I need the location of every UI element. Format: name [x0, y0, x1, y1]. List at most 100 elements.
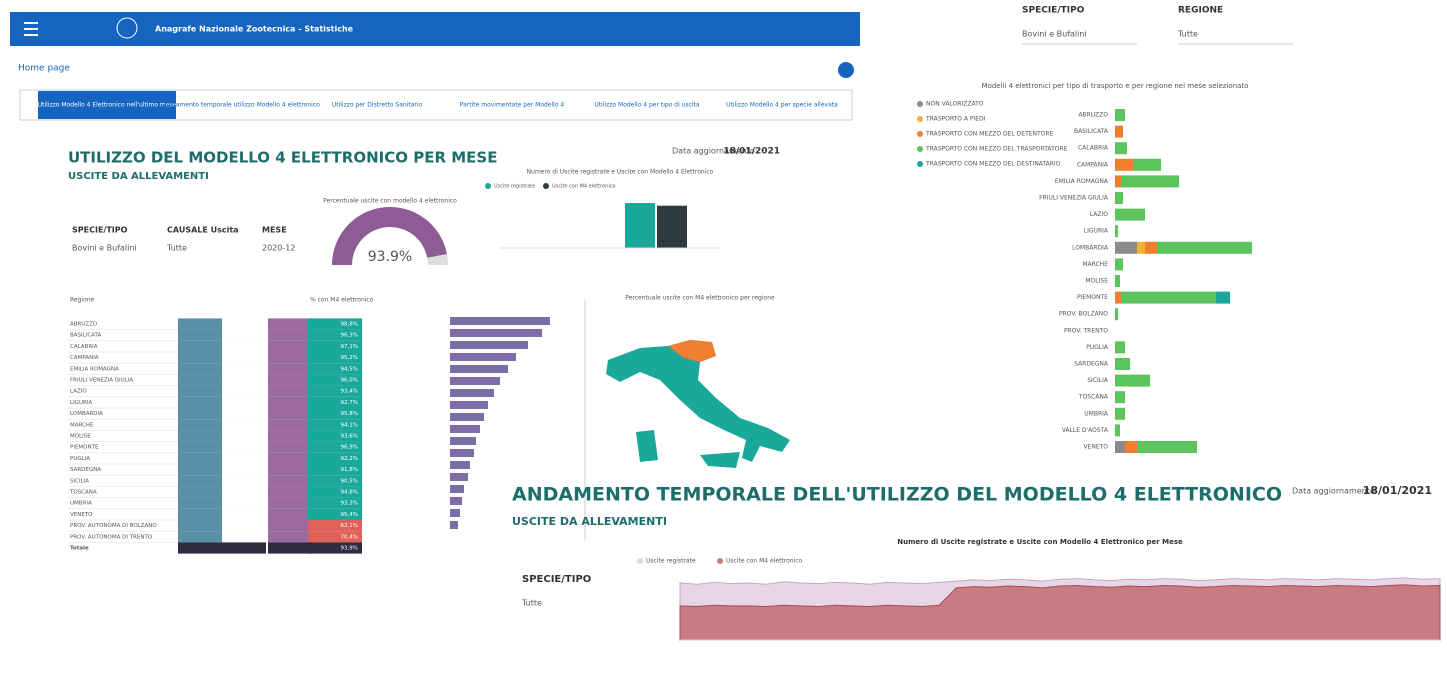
cell	[308, 497, 362, 509]
filter-value[interactable]: Tutte	[1177, 30, 1198, 39]
cell	[268, 340, 312, 352]
cell	[308, 430, 362, 442]
filter-label: REGIONE	[1178, 6, 1223, 16]
ranking-bar	[450, 389, 494, 397]
cell	[308, 464, 362, 476]
table-cell: PROV. AUTONOMA DI BOLZANO	[70, 523, 157, 529]
cell	[268, 486, 312, 498]
bar	[1145, 241, 1157, 254]
cell	[222, 508, 266, 520]
gauge-fill	[332, 206, 447, 265]
cell	[178, 520, 222, 532]
table-cell: PROV. AUTONOMA DI TRENTO	[70, 534, 153, 540]
section-subtitle: USCITE DA ALLEVAMENTI	[512, 515, 667, 528]
filter-value[interactable]: Tutte	[521, 599, 542, 608]
y-tick-label: PUGLIA	[1086, 344, 1109, 351]
cell	[268, 475, 312, 487]
filter-value[interactable]: Bovini e Bufalini	[72, 244, 137, 253]
cell	[222, 542, 266, 554]
bar	[1115, 225, 1118, 238]
table-cell: 93,3%	[341, 501, 358, 507]
ranking-bar	[450, 377, 500, 385]
table-cell: BASILICATA	[70, 333, 101, 339]
ranking-bar	[450, 461, 470, 469]
table-cell: Totale	[70, 546, 89, 552]
legend-label: NON VALORIZZATO	[926, 101, 984, 108]
help-icon[interactable]	[838, 62, 854, 78]
cell	[178, 441, 222, 453]
cell	[268, 508, 312, 520]
cell	[268, 531, 312, 543]
y-tick-label: PROV. TRENTO	[1064, 327, 1108, 334]
ranking-bar	[450, 485, 464, 493]
cell	[268, 385, 312, 397]
chart-title: Modelli 4 elettronici per tipo di traspo…	[982, 82, 1249, 90]
table-cell: LAZIO	[70, 389, 87, 395]
y-tick-label: SARDEGNA	[1074, 361, 1109, 368]
cell	[222, 430, 266, 442]
ranking-bar	[450, 437, 476, 445]
cell	[268, 408, 312, 420]
cell	[178, 385, 222, 397]
bar	[657, 205, 687, 248]
tab[interactable]: Partite movimentate per Modello 4	[460, 102, 565, 109]
home-link[interactable]: Home page	[18, 64, 70, 74]
italy-map	[606, 340, 790, 468]
bar	[1115, 125, 1123, 138]
updated-date: 18/01/2021	[1363, 484, 1432, 497]
table-cell: MARCHE	[70, 422, 94, 428]
legend-label: TRASPORTO CON MEZZO DEL DETENTORE	[925, 131, 1054, 138]
menu-icon[interactable]	[24, 22, 38, 36]
cell	[178, 374, 222, 386]
y-tick-label: LAZIO	[1090, 211, 1108, 218]
filter-value[interactable]: Bovini e Bufalini	[1022, 30, 1087, 39]
cell	[178, 340, 222, 352]
cell	[178, 508, 222, 520]
filter-label: MESE	[262, 226, 287, 235]
table-cell: 93,4%	[341, 389, 358, 395]
tab[interactable]: Utilizzo per Distretto Sanitario	[332, 102, 423, 109]
ranking-bar	[450, 329, 542, 337]
cell	[308, 396, 362, 408]
legend-dot	[637, 558, 643, 564]
table-header: Regione	[70, 297, 95, 304]
ranking-bar	[450, 365, 508, 373]
ranking-bar	[450, 497, 462, 505]
tab[interactable]: Utilizzo Modello 4 per specie allevata	[726, 102, 838, 109]
tab[interactable]: Andamento temporale utilizzo Modello 4 e…	[164, 102, 320, 109]
cell	[268, 329, 312, 341]
legend-label: TRASPORTO A PIEDI	[925, 116, 986, 123]
y-tick-label: UMBRIA	[1084, 410, 1109, 417]
y-tick-label: PROV. BOLZANO	[1059, 311, 1108, 318]
table-cell: 91,8%	[341, 467, 358, 473]
cell	[268, 419, 312, 431]
cell	[268, 497, 312, 509]
table-cell: CAMPANIA	[70, 355, 99, 361]
cell	[178, 452, 222, 464]
cell	[308, 508, 362, 520]
table-cell: LOMBARDIA	[70, 411, 103, 417]
tab-active	[38, 91, 176, 119]
bar	[1115, 175, 1121, 188]
tab[interactable]: Utilizzo Modello 4 Elettronico nell'ulti…	[38, 102, 177, 109]
table-cell: SICILIA	[70, 478, 89, 484]
cell	[222, 396, 266, 408]
cell	[222, 419, 266, 431]
cell	[178, 396, 222, 408]
table-cell: 94,8%	[341, 490, 358, 496]
cell	[222, 452, 266, 464]
tab[interactable]: Utilizzo Modello 4 per tipo di uscita	[594, 102, 700, 109]
bar	[1125, 441, 1137, 453]
legend-dot	[717, 558, 723, 564]
table-cell: 70,4%	[341, 534, 358, 540]
filter-value[interactable]: 2020-12	[262, 244, 295, 253]
cell	[308, 329, 362, 341]
cell	[222, 363, 266, 375]
y-tick-label: CAMPANIA	[1077, 161, 1109, 168]
bar	[1115, 308, 1118, 321]
filter-value[interactable]: Tutte	[166, 244, 187, 253]
cell	[178, 497, 222, 509]
table-cell: MOLISE	[70, 434, 91, 440]
cell	[268, 520, 312, 532]
